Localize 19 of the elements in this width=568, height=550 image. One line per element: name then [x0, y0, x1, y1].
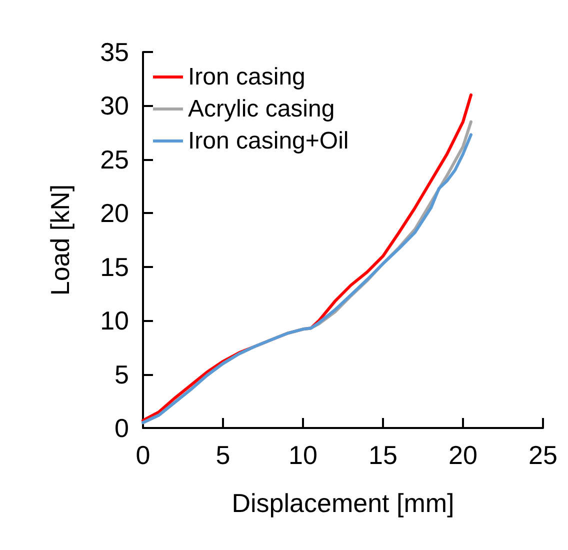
x-axis-title: Displacement [mm] [232, 488, 454, 518]
y-tick-label: 5 [114, 359, 129, 390]
x-tick-label: 5 [216, 440, 230, 470]
y-tick-label: 30 [100, 90, 129, 121]
y-tick-label: 0 [114, 413, 129, 443]
x-tick-label: 20 [448, 440, 478, 470]
legend-label: Acrylic casing [188, 96, 335, 122]
x-tick-label: 10 [288, 440, 318, 470]
y-tick-label: 25 [100, 144, 129, 174]
y-tick-label: 10 [100, 306, 129, 336]
legend-label: Iron casing+Oil [188, 128, 349, 154]
x-tick-label: 15 [368, 440, 398, 470]
legend-label: Iron casing [188, 64, 306, 90]
y-tick-label: 35 [100, 37, 129, 67]
x-tick-label: 0 [136, 440, 150, 470]
y-tick-label: 15 [100, 252, 129, 282]
y-axis-title: Load [kN] [45, 184, 75, 296]
x-tick-label: 25 [528, 440, 558, 470]
y-tick-label: 20 [100, 198, 129, 228]
